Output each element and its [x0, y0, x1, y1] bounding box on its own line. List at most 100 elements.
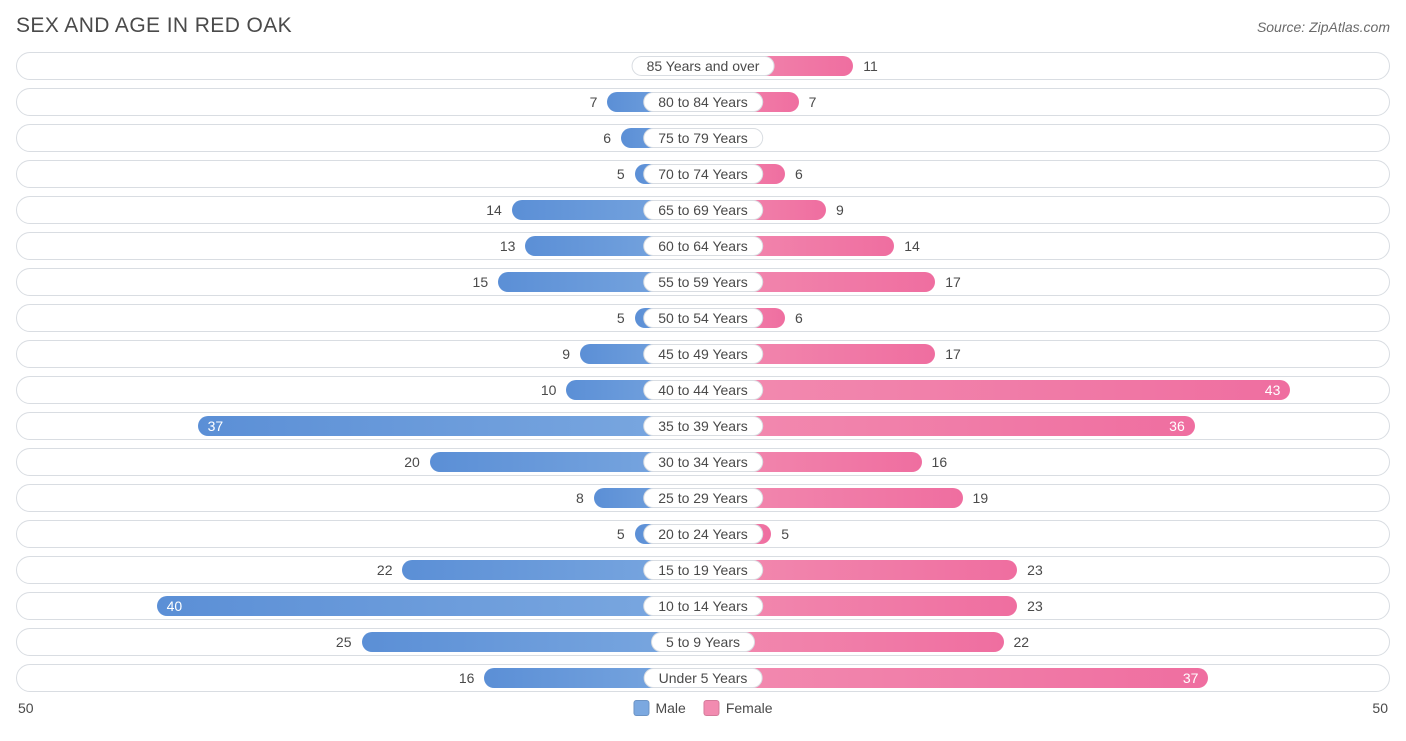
- category-label: 5 to 9 Years: [651, 632, 755, 652]
- chart-footer: 50 Male Female 50: [16, 700, 1390, 722]
- bar-female: [703, 416, 1195, 436]
- value-female: 23: [1027, 562, 1043, 578]
- chart-row-inner: 5520 to 24 Years: [20, 524, 1386, 544]
- chart-row: 14 9 65 to 69 Years: [16, 196, 1390, 224]
- chart-row: 5670 to 74 Years: [16, 160, 1390, 188]
- value-female: 17: [945, 346, 961, 362]
- swatch-female-icon: [704, 700, 720, 716]
- value-male: 37: [208, 418, 224, 434]
- chart-row: 5520 to 24 Years: [16, 520, 1390, 548]
- value-female: 22: [1014, 634, 1030, 650]
- bar-female: [703, 380, 1290, 400]
- category-label: 15 to 19 Years: [643, 560, 763, 580]
- category-label: 75 to 79 Years: [643, 128, 763, 148]
- chart-row-inner: 373635 to 39 Years: [20, 416, 1386, 436]
- value-male: 15: [473, 274, 489, 290]
- chart-row: 91745 to 49 Years: [16, 340, 1390, 368]
- chart-row: 8 19 25 to 29 Years: [16, 484, 1390, 512]
- chart-row-inner: 25 22 5 to 9 Years: [20, 632, 1386, 652]
- chart-row-inner: 10 43 40 to 44 Years: [20, 380, 1386, 400]
- value-female: 23: [1027, 598, 1043, 614]
- value-female: 11: [863, 58, 878, 74]
- value-male: 13: [500, 238, 516, 254]
- swatch-male-icon: [633, 700, 649, 716]
- chart-row-inner: 6375 to 79 Years: [20, 128, 1386, 148]
- chart-row-inner: 14 9 65 to 69 Years: [20, 200, 1386, 220]
- chart-row: 25 22 5 to 9 Years: [16, 628, 1390, 656]
- chart-row: 31185 Years and over: [16, 52, 1390, 80]
- value-female: 37: [1183, 670, 1199, 686]
- pyramid-chart: 31185 Years and over7780 to 84 Years6375…: [16, 52, 1390, 692]
- value-male: 5: [617, 310, 625, 326]
- value-female: 9: [836, 202, 844, 218]
- category-label: 30 to 34 Years: [643, 452, 763, 472]
- value-female: 7: [809, 94, 817, 110]
- category-label: 85 Years and over: [632, 56, 775, 76]
- axis-left-label: 50: [18, 700, 34, 716]
- chart-header: SEX AND AGE IN RED OAK Source: ZipAtlas.…: [16, 14, 1390, 38]
- chart-row: 7 7 80 to 84 Years: [16, 88, 1390, 116]
- value-male: 8: [576, 490, 584, 506]
- chart-row-inner: 5670 to 74 Years: [20, 164, 1386, 184]
- bar-male: [198, 416, 703, 436]
- value-male: 25: [336, 634, 352, 650]
- value-female: 43: [1265, 382, 1281, 398]
- category-label: 50 to 54 Years: [643, 308, 763, 328]
- chart-row: 15 17 55 to 59 Years: [16, 268, 1390, 296]
- chart-row: 373635 to 39 Years: [16, 412, 1390, 440]
- value-male: 5: [617, 526, 625, 542]
- chart-row-inner: 7 7 80 to 84 Years: [20, 92, 1386, 112]
- category-label: 45 to 49 Years: [643, 344, 763, 364]
- value-male: 20: [404, 454, 420, 470]
- legend-male-label: Male: [655, 700, 685, 716]
- category-label: 60 to 64 Years: [643, 236, 763, 256]
- category-label: 80 to 84 Years: [643, 92, 763, 112]
- value-male: 14: [486, 202, 502, 218]
- legend-female-label: Female: [726, 700, 773, 716]
- chart-row: 6375 to 79 Years: [16, 124, 1390, 152]
- chart-row-inner: 40 23 10 to 14 Years: [20, 596, 1386, 616]
- value-male: 40: [167, 598, 183, 614]
- category-label: 70 to 74 Years: [643, 164, 763, 184]
- category-label: 25 to 29 Years: [643, 488, 763, 508]
- bar-female: [703, 668, 1208, 688]
- chart-title: SEX AND AGE IN RED OAK: [16, 14, 292, 38]
- value-female: 17: [945, 274, 961, 290]
- bar-male: [157, 596, 703, 616]
- category-label: 40 to 44 Years: [643, 380, 763, 400]
- chart-row-inner: 91745 to 49 Years: [20, 344, 1386, 364]
- chart-row-inner: 16 37 Under 5 Years: [20, 668, 1386, 688]
- value-female: 6: [795, 310, 803, 326]
- value-female: 6: [795, 166, 803, 182]
- value-female: 14: [904, 238, 920, 254]
- chart-row-inner: 31185 Years and over: [20, 56, 1386, 76]
- chart-row: 40 23 10 to 14 Years: [16, 592, 1390, 620]
- chart-source: Source: ZipAtlas.com: [1257, 19, 1390, 35]
- chart-row: 16 37 Under 5 Years: [16, 664, 1390, 692]
- chart-row: 5 6 50 to 54 Years: [16, 304, 1390, 332]
- chart-row-inner: 8 19 25 to 29 Years: [20, 488, 1386, 508]
- legend-item-male: Male: [633, 700, 685, 716]
- chart-row-inner: 15 17 55 to 59 Years: [20, 272, 1386, 292]
- category-label: 10 to 14 Years: [643, 596, 763, 616]
- value-male: 22: [377, 562, 393, 578]
- value-male: 7: [590, 94, 598, 110]
- chart-row-inner: 20 16 30 to 34 Years: [20, 452, 1386, 472]
- chart-row: 10 43 40 to 44 Years: [16, 376, 1390, 404]
- chart-row-inner: 22 23 15 to 19 Years: [20, 560, 1386, 580]
- category-label: 55 to 59 Years: [643, 272, 763, 292]
- value-male: 16: [459, 670, 475, 686]
- category-label: 65 to 69 Years: [643, 200, 763, 220]
- chart-row-inner: 13 14 60 to 64 Years: [20, 236, 1386, 256]
- value-male: 10: [541, 382, 557, 398]
- category-label: Under 5 Years: [644, 668, 763, 688]
- value-male: 6: [603, 130, 611, 146]
- chart-row: 13 14 60 to 64 Years: [16, 232, 1390, 260]
- legend-item-female: Female: [704, 700, 773, 716]
- value-female: 5: [781, 526, 789, 542]
- value-female: 19: [973, 490, 989, 506]
- legend: Male Female: [633, 700, 772, 716]
- chart-row: 22 23 15 to 19 Years: [16, 556, 1390, 584]
- value-female: 16: [932, 454, 948, 470]
- axis-right-label: 50: [1372, 700, 1388, 716]
